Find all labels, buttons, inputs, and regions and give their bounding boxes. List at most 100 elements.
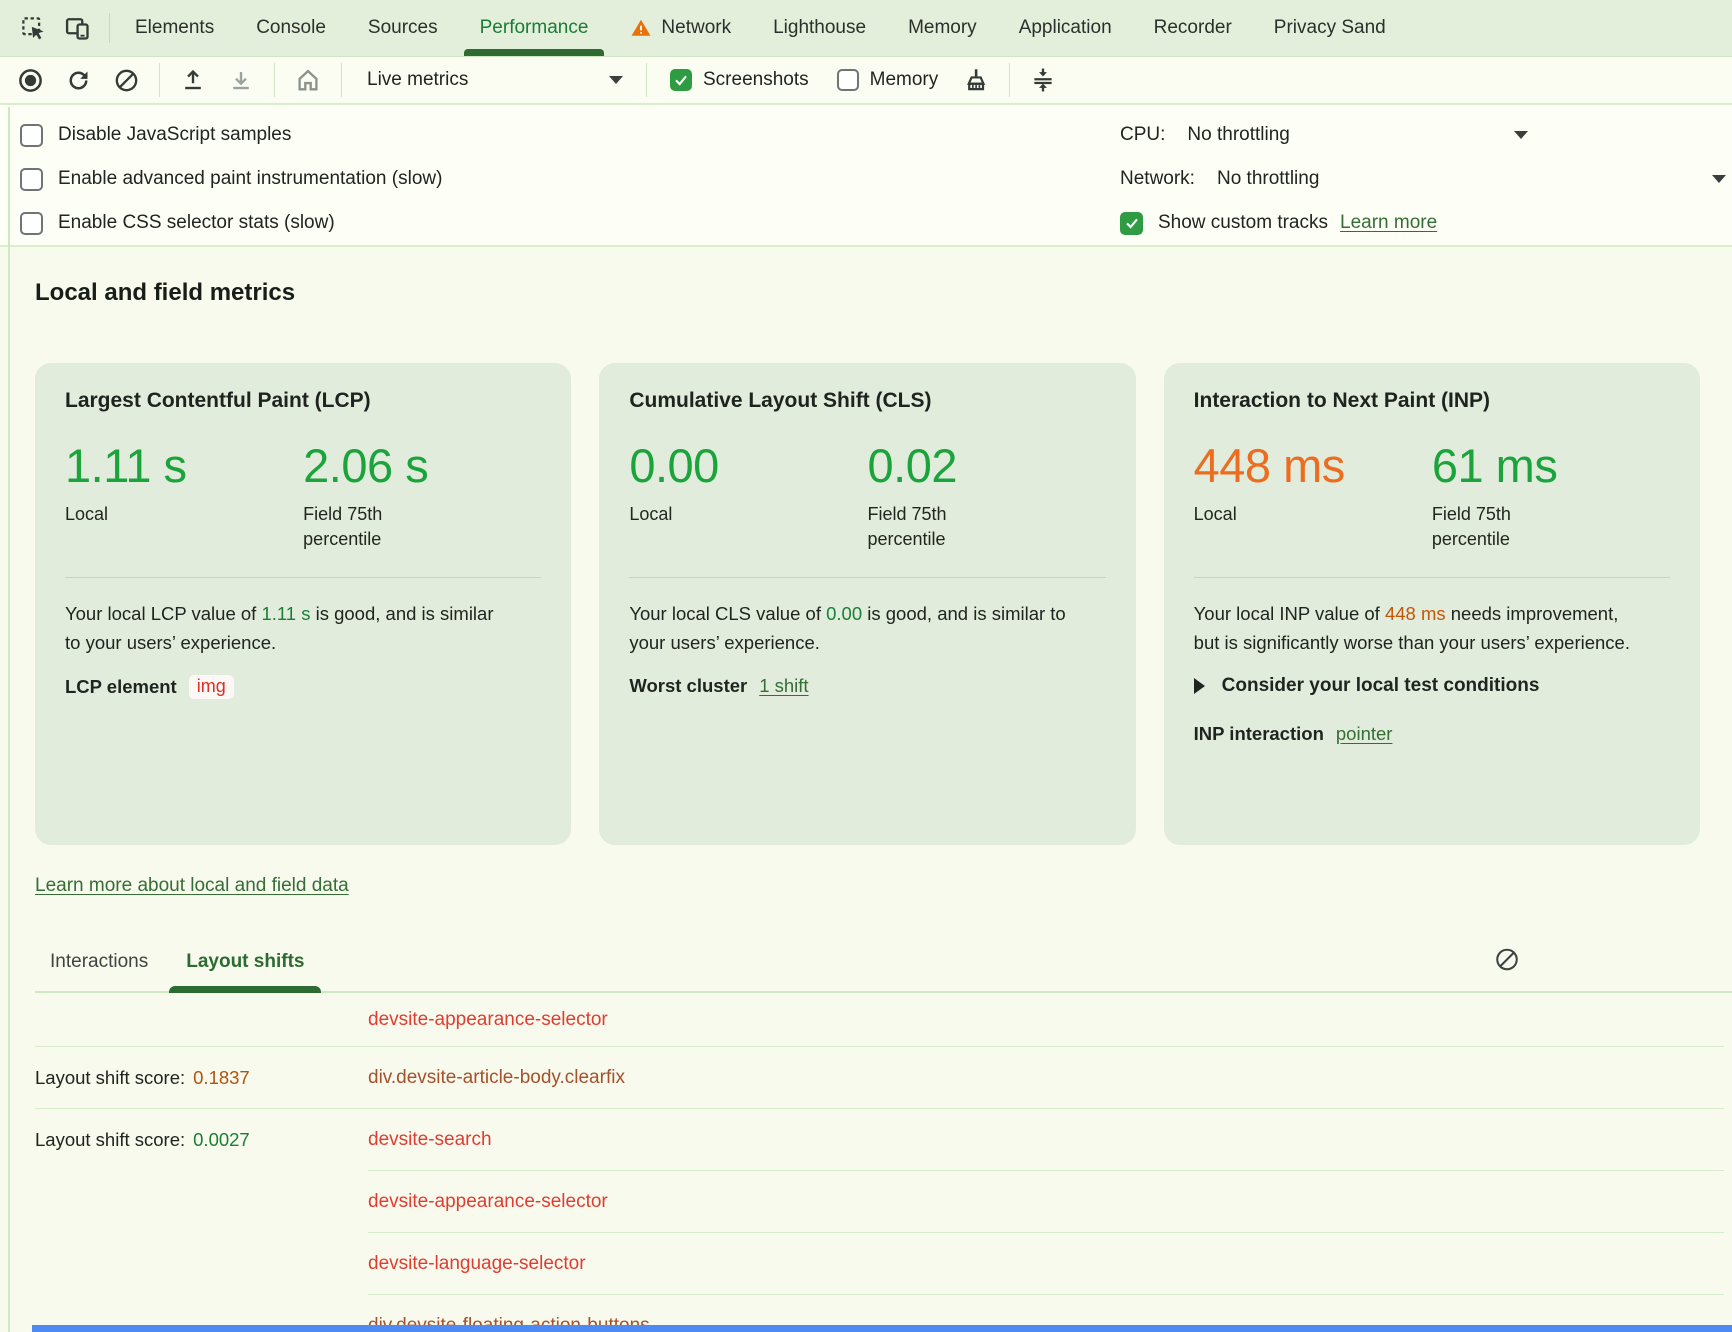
tab-lighthouse[interactable]: Lighthouse: [752, 0, 887, 56]
memory-toggle[interactable]: Memory: [825, 69, 951, 91]
lcp-description: Your local LCP value of 1.11 s is good, …: [65, 600, 505, 657]
memory-checkbox[interactable]: [836, 69, 859, 91]
cls-values: 0.00 Local 0.02 Field 75th percentile: [629, 441, 1105, 551]
cpu-value: No throttling: [1187, 124, 1290, 145]
shift-node-link[interactable]: devsite-search: [368, 1128, 492, 1150]
inspect-element-icon[interactable]: [20, 15, 47, 42]
row-divider: [35, 1046, 1724, 1047]
network-label: Network:: [1120, 168, 1195, 189]
lcp-local-label: Local: [65, 504, 109, 525]
tab-privacy-sandbox[interactable]: Privacy Sand: [1253, 0, 1407, 56]
disable-js-samples-row[interactable]: Disable JavaScript samples: [20, 113, 1732, 157]
score-label: Layout shift score:: [35, 1066, 186, 1088]
lcp-field: 2.06 s Field 75th percentile: [303, 441, 541, 551]
worst-cluster-row: Worst cluster 1 shift: [629, 675, 1105, 697]
score-value: 0.0027: [193, 1128, 250, 1150]
tab-console[interactable]: Console: [235, 0, 347, 56]
tab-label: Console: [256, 17, 326, 38]
cls-description: Your local CLS value of 0.00 is good, an…: [629, 600, 1069, 657]
inp-interaction-row: INP interaction pointer: [1194, 723, 1670, 745]
lcp-element-label: LCP element: [65, 676, 177, 698]
log-tab-bar: Interactions Layout shifts: [35, 933, 1732, 993]
custom-tracks-learn-more-link[interactable]: Learn more: [1340, 212, 1438, 233]
warning-icon: [630, 17, 652, 39]
inp-interaction-link[interactable]: pointer: [1335, 723, 1393, 745]
network-throttling-dropdown[interactable]: Network: No throttling: [1120, 157, 1726, 201]
learn-more-field-data-link[interactable]: Learn more about local and field data: [35, 875, 349, 896]
desc-text: Your local INP value of: [1193, 602, 1385, 624]
toolbar-separator: [274, 63, 275, 97]
custom-tracks-label: Show custom tracks: [1158, 212, 1328, 233]
css-selector-stats-row[interactable]: Enable CSS selector stats (slow): [20, 201, 1732, 245]
tab-sources[interactable]: Sources: [347, 0, 459, 56]
cls-field-label: Field 75th percentile: [867, 504, 947, 549]
device-toolbar-icon[interactable]: [63, 14, 91, 42]
score-cell: Layout shift score: 0.1837: [35, 1067, 368, 1089]
desc-text: needs improvement, but is significantly …: [1193, 602, 1630, 653]
layout-shift-row: Layout shift score: 0.1837 div.devsite-a…: [35, 1047, 1732, 1108]
local-test-conditions-disclosure[interactable]: Consider your local test conditions: [1193, 675, 1670, 697]
cls-local: 0.00 Local: [629, 441, 867, 551]
lcp-element-node-link[interactable]: img: [188, 675, 234, 700]
tab-bar-separator: [109, 13, 110, 43]
tab-elements[interactable]: Elements: [114, 0, 235, 56]
css-selector-stats-label: Enable CSS selector stats (slow): [58, 212, 335, 233]
view-mode-dropdown[interactable]: Live metrics: [353, 59, 635, 101]
inp-field-value: 61 ms: [1431, 439, 1558, 492]
row-divider: [368, 1294, 1724, 1295]
inp-card: Interaction to Next Paint (INP) 448 ms L…: [1163, 363, 1700, 845]
layout-shift-row: devsite-appearance-selector: [35, 993, 1732, 1046]
custom-tracks-checkbox[interactable]: [1120, 211, 1143, 235]
desc-text: Your local LCP value of: [65, 602, 262, 624]
layout-shift-row: devsite-appearance-selector: [35, 1171, 1732, 1232]
lcp-field-value: 2.06 s: [303, 439, 429, 492]
lcp-card-title: Largest Contentful Paint (LCP): [65, 389, 371, 412]
tab-memory[interactable]: Memory: [887, 0, 998, 56]
tab-recorder[interactable]: Recorder: [1133, 0, 1253, 56]
collapse-icon[interactable]: [1021, 59, 1065, 101]
collect-garbage-icon[interactable]: [954, 59, 998, 101]
tab-bar-icons: [14, 0, 105, 56]
disable-js-samples-checkbox[interactable]: [20, 123, 43, 147]
tab-performance[interactable]: Performance: [459, 0, 610, 56]
home-icon[interactable]: [286, 59, 330, 101]
shift-node-link[interactable]: devsite-appearance-selector: [368, 1008, 608, 1030]
clear-log-icon[interactable]: [1494, 947, 1520, 978]
worst-cluster-link[interactable]: 1 shift: [759, 675, 809, 697]
cls-field-value: 0.02: [867, 439, 958, 492]
cpu-throttling-dropdown[interactable]: CPU: No throttling: [1120, 113, 1726, 157]
screenshots-checkbox[interactable]: [670, 69, 692, 91]
inp-values: 448 ms Local 61 ms Field 75th percentile: [1194, 441, 1670, 551]
capture-settings: Disable JavaScript samples Enable advanc…: [0, 105, 1732, 247]
cls-local-value: 0.00: [629, 439, 719, 492]
tab-layout-shifts[interactable]: Layout shifts: [169, 933, 322, 993]
advanced-paint-row[interactable]: Enable advanced paint instrumentation (s…: [20, 157, 1732, 201]
tab-network[interactable]: Network: [609, 0, 752, 56]
tab-label: Lighthouse: [773, 17, 867, 38]
upload-profile-icon[interactable]: [171, 59, 215, 101]
worst-cluster-label: Worst cluster: [629, 675, 748, 697]
clear-icon[interactable]: [104, 59, 148, 101]
tab-label: Interactions: [50, 951, 149, 972]
advanced-paint-checkbox[interactable]: [20, 167, 43, 191]
tab-application[interactable]: Application: [998, 0, 1133, 56]
shift-node-link[interactable]: devsite-appearance-selector: [368, 1190, 608, 1212]
toolbar-separator: [341, 63, 342, 97]
row-divider: [35, 1108, 1724, 1109]
card-divider: [65, 576, 542, 578]
screenshots-toggle[interactable]: Screenshots: [658, 69, 821, 91]
cpu-label: CPU:: [1120, 124, 1166, 145]
download-profile-icon[interactable]: [219, 59, 263, 101]
inp-field-label: Field 75th percentile: [1431, 504, 1511, 549]
tab-label: Memory: [908, 17, 977, 38]
tab-interactions[interactable]: Interactions: [50, 933, 148, 991]
shift-node-link[interactable]: div.devsite-article-body.clearfix: [368, 1066, 625, 1088]
advanced-paint-label: Enable advanced paint instrumentation (s…: [58, 168, 443, 189]
settings-left: Disable JavaScript samples Enable advanc…: [20, 113, 1732, 245]
css-selector-stats-checkbox[interactable]: [20, 211, 43, 235]
record-icon[interactable]: [8, 59, 52, 101]
reload-record-icon[interactable]: [56, 59, 100, 101]
shift-node-link[interactable]: devsite-language-selector: [368, 1252, 586, 1274]
inp-description: Your local INP value of 448 ms needs imp…: [1194, 600, 1634, 657]
